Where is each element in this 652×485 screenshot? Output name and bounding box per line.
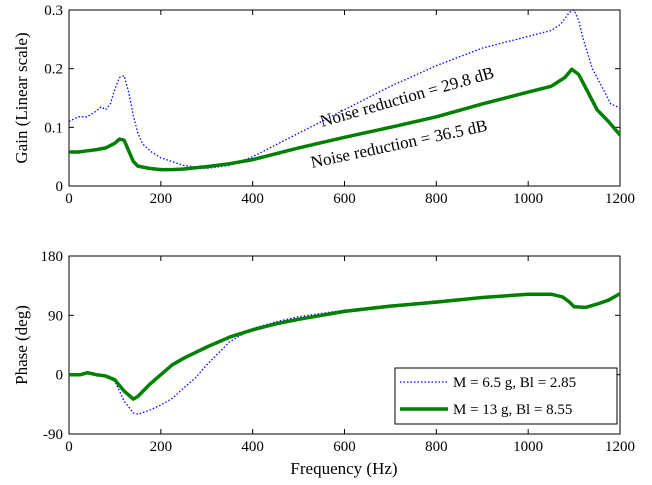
gain-x-tick-label: 400 [241, 191, 264, 207]
phase-y-tick-label: 90 [48, 308, 63, 324]
phase-y-tick-label: -90 [43, 427, 63, 443]
gain-plot-marks: 0 200 400 600 800 1000 1200 0 0.1 0.2 0.3 [44, 3, 635, 207]
phase-x-tick-label: 800 [425, 439, 448, 455]
phase-series-green-solid [69, 291, 620, 401]
phase-x-tick-label: 1200 [605, 439, 635, 455]
gain-panel: 0 200 400 600 800 1000 1200 0 0.1 0.2 0.3 Gain (Li… [12, 3, 635, 207]
phase-y-axis-label: Phase (deg) [12, 305, 31, 385]
gain-series-green-solid [69, 67, 620, 172]
gain-x-tick-label: 800 [425, 191, 448, 207]
phase-y-tick-label: 180 [41, 249, 64, 265]
phase-x-tick-label: 0 [65, 439, 73, 455]
legend: M = 6.5 g, Bl = 2.85 M = 13 g, Bl = 8.55 [394, 367, 618, 425]
gain-x-tick-label: 200 [150, 191, 173, 207]
frequency-x-axis-label: Frequency (Hz) [290, 459, 397, 478]
phase-x-tick-label: 1000 [513, 439, 543, 455]
legend-label-blue: M = 6.5 g, Bl = 2.85 [453, 375, 576, 391]
gain-y-tick-label: 0.2 [44, 62, 63, 78]
gain-x-tick-label: 1200 [605, 191, 635, 207]
phase-x-tick-label: 600 [333, 439, 356, 455]
gain-x-tick-label: 0 [65, 191, 73, 207]
gain-y-axis-label: Gain (Linear scale) [12, 32, 31, 163]
gain-y-tick-label: 0 [56, 179, 64, 195]
gain-x-tick-label: 600 [333, 191, 356, 207]
phase-x-tick-label: 200 [150, 439, 173, 455]
gain-series-blue-dotted [69, 10, 620, 170]
legend-label-green: M = 13 g, Bl = 8.55 [453, 402, 572, 418]
legend-box [394, 367, 618, 425]
phase-y-tick-label: 0 [56, 368, 64, 384]
gain-y-tick-label: 0.1 [44, 120, 63, 136]
phase-x-tick-label: 400 [241, 439, 264, 455]
gain-y-tick-label: 0.3 [44, 3, 63, 19]
gain-x-tick-label: 1000 [513, 191, 543, 207]
